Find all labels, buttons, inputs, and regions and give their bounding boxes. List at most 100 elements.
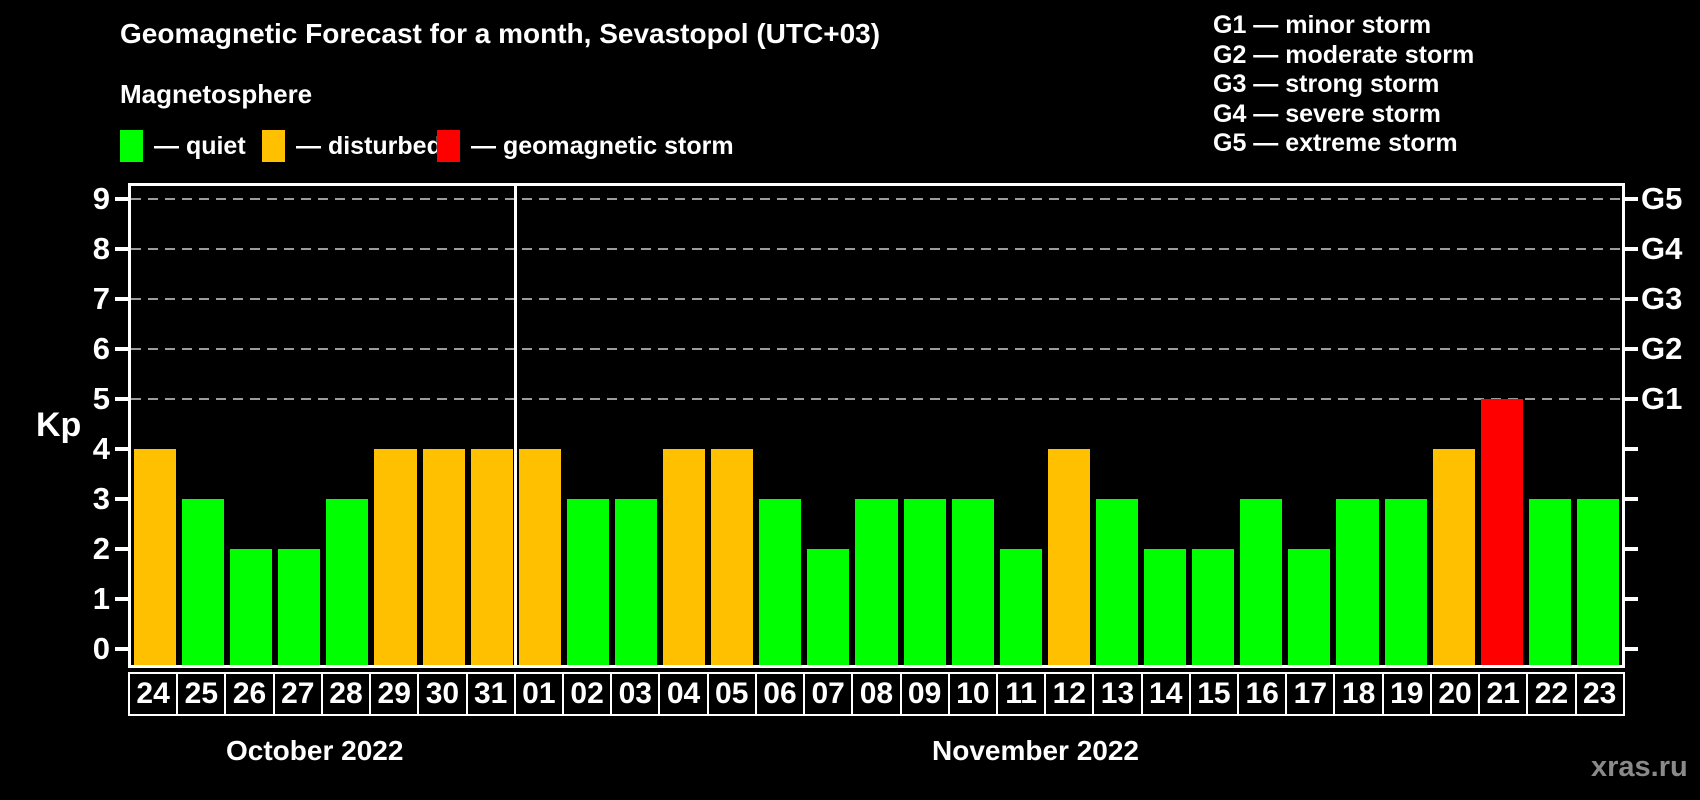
day-cell-04: 04: [658, 672, 709, 716]
y-axis-label-7: 7: [92, 281, 110, 316]
day-cell-24: 24: [128, 672, 179, 716]
y-axis-tick-right-6: [1625, 347, 1638, 351]
y-axis-label-4: 4: [92, 431, 110, 466]
legend-label-disturbed: — disturbed: [296, 131, 442, 160]
y-axis-tick-left-0: [115, 647, 128, 651]
y-axis-tick-left-1: [115, 597, 128, 601]
y-axis-tick-right-9: [1625, 197, 1638, 201]
kp-bar-day-13: [1095, 499, 1139, 665]
month-separator-line: [514, 186, 518, 665]
y-axis-tick-right-2: [1625, 547, 1638, 551]
plot-area: [128, 183, 1625, 668]
day-cell-30: 30: [417, 672, 468, 716]
kp-bar-day-04: [663, 449, 706, 665]
y-axis-label-5: 5: [92, 381, 110, 416]
kp-bar-day-18: [1336, 499, 1379, 665]
day-cell-13: 13: [1092, 672, 1143, 716]
day-cell-19: 19: [1381, 672, 1432, 716]
right-axis-label-g3: G3: [1641, 281, 1683, 316]
day-cell-23: 23: [1574, 672, 1625, 716]
y-axis-label-1: 1: [92, 581, 110, 616]
day-cell-18: 18: [1333, 672, 1384, 716]
g-legend-line-5: G5 — extreme storm: [1213, 129, 1458, 158]
y-axis-tick-left-5: [115, 397, 128, 401]
g-legend-line-4: G4 — severe storm: [1213, 99, 1441, 128]
gridline-kp9: [131, 198, 1622, 200]
y-axis-label-6: 6: [92, 331, 110, 366]
kp-bar-day-31: [470, 449, 513, 665]
day-cell-27: 27: [272, 672, 323, 716]
y-axis-tick-left-9: [115, 197, 128, 201]
y-axis-tick-left-8: [115, 247, 128, 251]
day-cell-09: 09: [899, 672, 950, 716]
y-axis-label-8: 8: [92, 231, 110, 266]
chart-title: Geomagnetic Forecast for a month, Sevast…: [120, 18, 881, 49]
gridline-kp7: [131, 298, 1622, 300]
day-cell-02: 02: [561, 672, 613, 716]
kp-bar-day-14: [1144, 549, 1187, 665]
kp-bar-day-07: [807, 549, 850, 665]
day-cell-15: 15: [1188, 672, 1240, 716]
kp-bar-day-12: [1047, 449, 1090, 665]
day-cell-03: 03: [610, 672, 661, 716]
kp-bar-day-27: [278, 549, 321, 665]
y-axis-tick-right-7: [1625, 297, 1638, 301]
day-cell-25: 25: [176, 672, 227, 716]
y-axis-tick-right-3: [1625, 497, 1638, 501]
day-cell-29: 29: [369, 672, 420, 716]
day-cell-21: 21: [1478, 672, 1529, 716]
kp-bar-day-02: [566, 499, 609, 665]
day-cell-12: 12: [1044, 672, 1095, 716]
kp-bar-day-05: [711, 449, 754, 665]
day-cell-17: 17: [1285, 672, 1336, 716]
y-axis-tick-left-6: [115, 347, 128, 351]
day-cell-10: 10: [947, 672, 998, 716]
kp-bar-day-22: [1528, 499, 1571, 665]
day-cell-05: 05: [706, 672, 757, 716]
kp-bar-day-17: [1288, 549, 1331, 665]
kp-bar-day-11: [999, 549, 1042, 665]
g-legend-line-3: G3 — strong storm: [1213, 70, 1440, 99]
kp-bar-day-01: [518, 449, 561, 665]
watermark: xras.ru: [1591, 751, 1688, 783]
right-axis-label-g4: G4: [1641, 231, 1683, 266]
kp-bar-day-09: [903, 499, 946, 665]
y-axis-label-9: 9: [92, 181, 110, 216]
right-axis-label-g5: G5: [1641, 181, 1683, 216]
legend-item-storm: — geomagnetic storm: [437, 128, 734, 164]
y-axis-tick-left-2: [115, 547, 128, 551]
kp-bar-day-24: [134, 449, 177, 665]
month-label-1: October 2022: [226, 735, 404, 766]
day-cell-11: 11: [995, 672, 1047, 716]
legend-item-disturbed: — disturbed: [262, 128, 442, 164]
y-axis-tick-left-7: [115, 297, 128, 301]
day-cell-01: 01: [513, 672, 564, 716]
y-axis-title: Kp: [36, 406, 82, 444]
day-cell-08: 08: [851, 672, 902, 716]
month-label-2: November 2022: [932, 735, 1140, 766]
kp-bar-day-15: [1192, 549, 1235, 665]
kp-bar-day-06: [759, 499, 802, 665]
right-axis-label-g2: G2: [1641, 331, 1683, 366]
y-axis-tick-right-8: [1625, 247, 1638, 251]
kp-bar-day-19: [1384, 499, 1427, 665]
kp-bar-day-03: [614, 499, 658, 665]
kp-bar-day-08: [855, 499, 898, 665]
g-scale-legend: G1 — minor storm G2 — moderate storm G3 — …: [1213, 11, 1474, 159]
kp-bar-day-26: [230, 549, 273, 665]
legend-label-storm: — geomagnetic storm: [471, 131, 734, 160]
y-axis-label-2: 2: [92, 531, 110, 566]
legend-swatch-disturbed: [262, 130, 285, 162]
legend-label-quiet: — quiet: [154, 131, 246, 160]
day-cell-20: 20: [1429, 672, 1481, 716]
day-cell-06: 06: [754, 672, 806, 716]
kp-bar-day-20: [1432, 449, 1475, 665]
y-axis-tick-left-4: [115, 447, 128, 451]
y-axis-tick-right-5: [1625, 397, 1638, 401]
y-axis-tick-right-1: [1625, 597, 1638, 601]
y-axis-tick-right-0: [1625, 647, 1638, 651]
day-cell-31: 31: [465, 672, 516, 716]
legend-swatch-storm: [437, 130, 460, 162]
day-cell-16: 16: [1237, 672, 1288, 716]
